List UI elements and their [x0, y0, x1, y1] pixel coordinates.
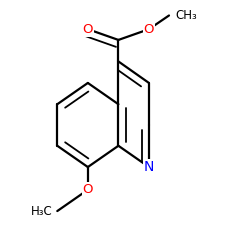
Text: H₃C: H₃C	[31, 204, 52, 218]
Text: O: O	[82, 183, 93, 196]
Text: N: N	[144, 160, 154, 174]
Text: O: O	[144, 23, 154, 36]
Text: CH₃: CH₃	[175, 9, 197, 22]
Text: O: O	[82, 23, 93, 36]
